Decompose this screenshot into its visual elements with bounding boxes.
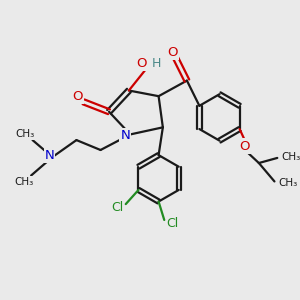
Text: O: O <box>72 90 83 103</box>
Text: N: N <box>45 149 54 162</box>
Text: O: O <box>239 140 250 152</box>
Text: CH₃: CH₃ <box>14 177 34 187</box>
Text: N: N <box>120 129 130 142</box>
Text: H: H <box>152 56 161 70</box>
Text: Cl: Cl <box>167 217 179 230</box>
Text: CH₃: CH₃ <box>281 152 300 161</box>
Text: O: O <box>136 56 147 70</box>
Text: O: O <box>167 46 178 59</box>
Text: Cl: Cl <box>111 201 123 214</box>
Text: CH₃: CH₃ <box>16 129 35 139</box>
Text: CH₃: CH₃ <box>278 178 298 188</box>
